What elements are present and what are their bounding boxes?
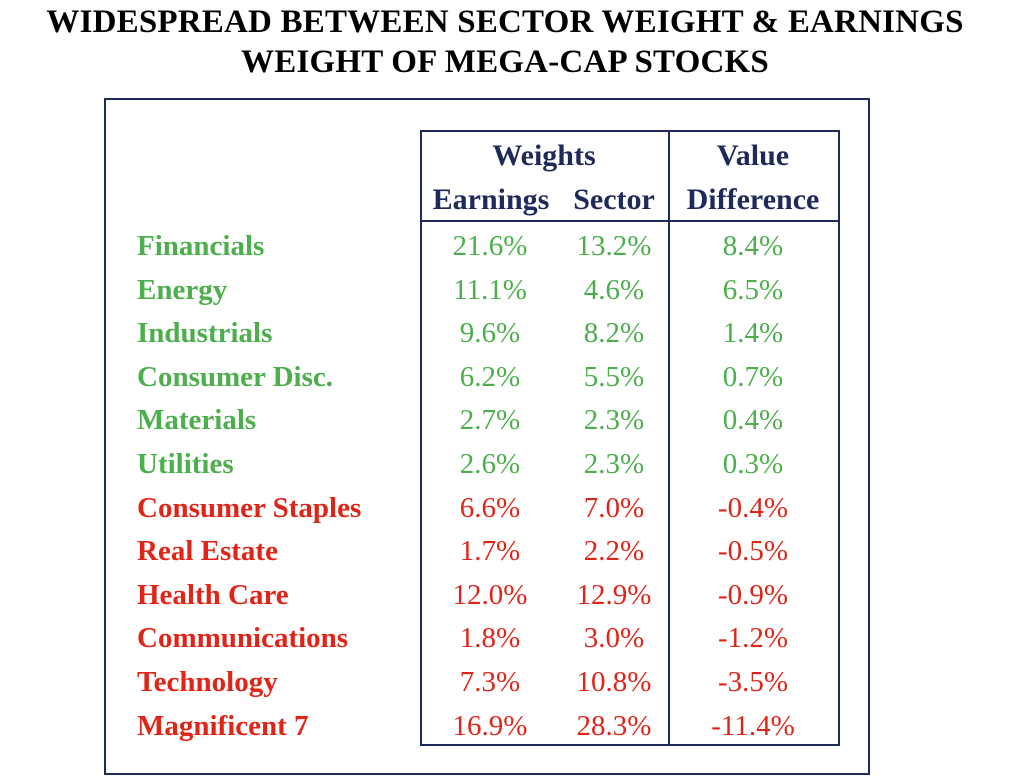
sector-weight-cell: 10.8% (576, 666, 652, 698)
sector-weight-cell: 2.2% (583, 535, 645, 567)
earnings-weight-cell: 16.9% (452, 710, 528, 742)
earnings-weight-cell: 9.6% (459, 317, 521, 349)
row-label: Energy (137, 274, 228, 306)
earnings-weight-cell: 2.6% (459, 448, 521, 480)
difference-cell: 0.4% (722, 404, 784, 436)
earnings-weight-cell: 1.7% (459, 535, 521, 567)
sector-weight-cell: 8.2% (583, 317, 645, 349)
earnings-weight-cell: 6.2% (459, 361, 521, 393)
earnings-weight-cell: 7.3% (459, 666, 521, 698)
sector-weight-cell: 2.3% (583, 448, 645, 480)
header-divider (422, 220, 838, 222)
row-label: Technology (137, 666, 278, 698)
difference-cell: -1.2% (717, 622, 789, 654)
sector-weight-cell: 3.0% (583, 622, 645, 654)
row-label: Financials (137, 230, 265, 262)
row-label: Health Care (137, 579, 289, 611)
sector-weight-cell: 4.6% (583, 274, 645, 306)
row-label: Real Estate (137, 535, 278, 567)
difference-cell: -11.4% (711, 710, 795, 742)
earnings-weight-cell: 2.7% (459, 404, 521, 436)
sector-weight-cell: 5.5% (583, 361, 645, 393)
difference-cell: -3.5% (717, 666, 789, 698)
difference-cell: 1.4% (722, 317, 784, 349)
chart-title: WIDESPREAD BETWEEN SECTOR WEIGHT & EARNI… (0, 2, 1010, 82)
sector-weight-cell: 12.9% (576, 579, 652, 611)
header-earnings: Earnings (432, 183, 550, 216)
data-table-box (420, 130, 840, 746)
sector-weight-cell: 28.3% (576, 710, 652, 742)
earnings-weight-cell: 11.1% (453, 274, 527, 306)
row-label: Communications (137, 622, 349, 654)
header-difference: Difference (686, 183, 820, 216)
header-sector: Sector (573, 183, 655, 216)
header-weights: Weights (492, 139, 596, 172)
difference-cell: 0.3% (722, 448, 784, 480)
difference-cell: 0.7% (722, 361, 784, 393)
earnings-weight-cell: 12.0% (452, 579, 528, 611)
difference-cell: 6.5% (722, 274, 784, 306)
row-label: Consumer Staples (137, 492, 362, 524)
difference-cell: -0.5% (717, 535, 789, 567)
sector-weight-cell: 13.2% (576, 230, 652, 262)
table-frame (104, 98, 870, 775)
row-label: Consumer Disc. (137, 361, 334, 393)
earnings-weight-cell: 1.8% (459, 622, 521, 654)
difference-cell: 8.4% (722, 230, 784, 262)
difference-cell: -0.9% (717, 579, 789, 611)
row-label: Utilities (137, 448, 234, 480)
title-line-1: WIDESPREAD BETWEEN SECTOR WEIGHT & EARNI… (46, 4, 964, 40)
sector-weight-cell: 7.0% (583, 492, 645, 524)
column-divider (668, 132, 670, 744)
sector-weight-cell: 2.3% (583, 404, 645, 436)
row-label: Industrials (137, 317, 273, 349)
row-label: Magnificent 7 (137, 710, 309, 742)
title-line-2: WEIGHT OF MEGA-CAP STOCKS (241, 44, 769, 80)
difference-cell: -0.4% (717, 492, 789, 524)
header-value: Value (716, 139, 790, 172)
earnings-weight-cell: 6.6% (459, 492, 521, 524)
row-label: Materials (137, 404, 257, 436)
earnings-weight-cell: 21.6% (452, 230, 528, 262)
